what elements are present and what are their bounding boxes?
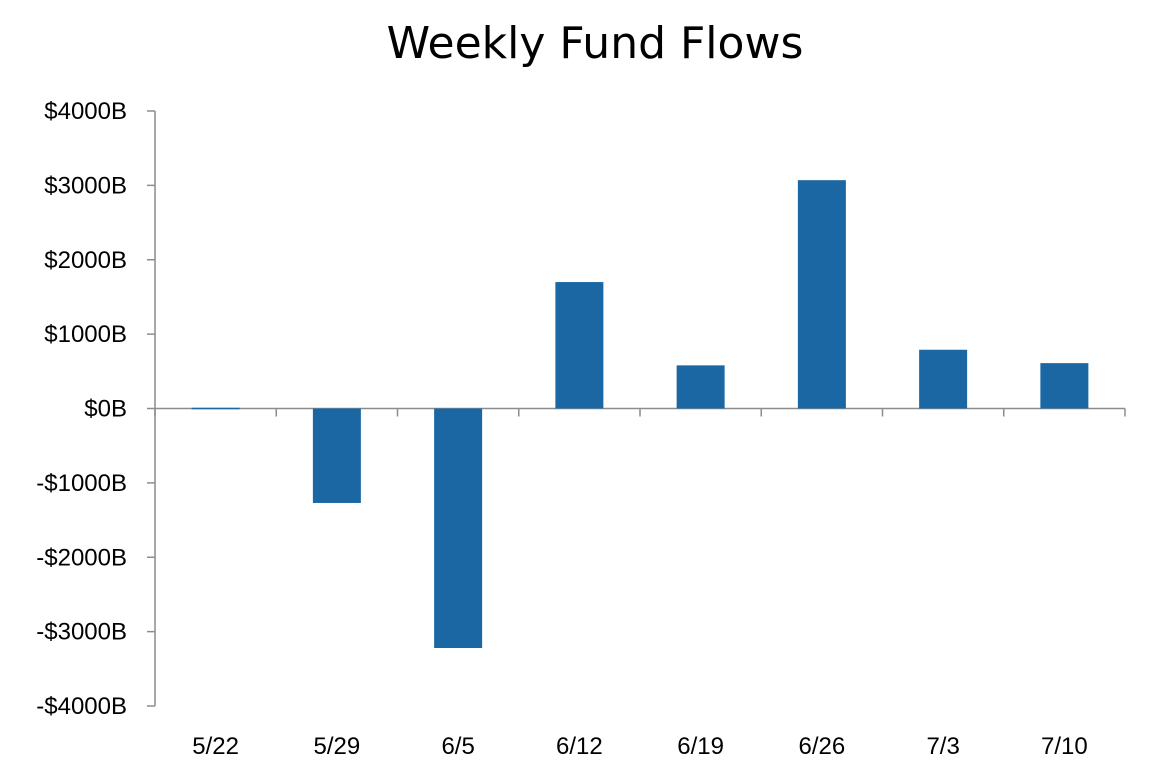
chart-title: Weekly Fund Flows — [386, 18, 804, 69]
bar-6-12 — [555, 282, 604, 409]
bar-5-22 — [191, 407, 240, 410]
y-axis: $4000B $3000B $2000B $1000B $0B -$1000B -$2000… — [36, 98, 156, 720]
x-tick-label: 7/10 — [1041, 733, 1088, 760]
x-tick-labels: 5/22 5/29 6/5 6/12 6/19 6/26 7/3 7/10 — [192, 733, 1087, 760]
y-tick-label: -$3000B — [36, 619, 127, 646]
x-tick-label: 7/3 — [926, 733, 959, 760]
y-tick-label: -$2000B — [36, 544, 127, 571]
bar-6-19 — [676, 365, 725, 409]
y-tick-label: $1000B — [44, 321, 127, 348]
bar-5-29 — [312, 408, 361, 503]
y-tick-label: $3000B — [44, 172, 127, 199]
x-tick-label: 5/22 — [192, 733, 239, 760]
x-tick-label: 6/19 — [677, 733, 724, 760]
bars — [191, 180, 1089, 648]
bar-7-10 — [1040, 363, 1089, 409]
y-tick-label: $0B — [84, 396, 127, 423]
x-tick-label: 6/26 — [799, 733, 846, 760]
x-tick-label: 5/29 — [314, 733, 361, 760]
x-tick-label: 6/12 — [556, 733, 603, 760]
y-tick-label: $2000B — [44, 247, 127, 274]
y-tick-label: -$4000B — [36, 693, 127, 720]
x-axis — [154, 407, 1126, 417]
bar-6-26 — [797, 180, 846, 409]
x-tick-label: 6/5 — [441, 733, 474, 760]
bar-6-5 — [434, 408, 483, 648]
y-tick-label: $4000B — [44, 98, 127, 125]
bar-7-3 — [919, 349, 968, 409]
y-tick-label: -$1000B — [36, 470, 127, 497]
